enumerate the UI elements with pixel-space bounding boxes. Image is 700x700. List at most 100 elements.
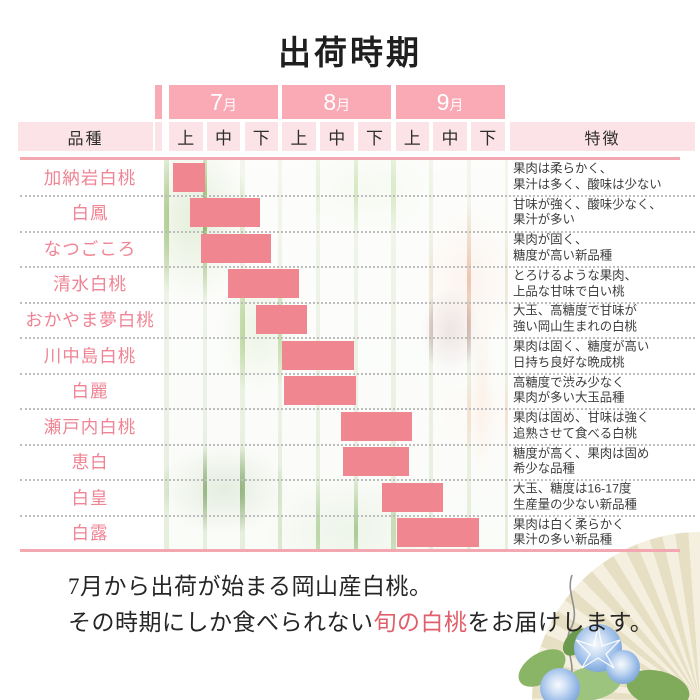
table-bottom-border: [20, 548, 680, 552]
morning-glory-decoration: [518, 574, 690, 700]
vine-icon: [566, 574, 576, 681]
shipping-period-bar: [342, 447, 409, 477]
page-title: 出荷時期: [278, 36, 422, 72]
feature-line: 追熟させて食べる白桃: [513, 426, 637, 441]
decade-header-上-2: 上: [395, 122, 429, 151]
row-separator: [20, 408, 695, 411]
shipping-period-bar: [172, 162, 205, 192]
row-separator: [20, 337, 695, 340]
feature-line: 果汁の多い新品種: [513, 532, 613, 547]
row-separator: [20, 443, 695, 446]
decade-header-下-1: 下: [357, 122, 392, 151]
shipping-period-bar: [227, 269, 300, 299]
row-separator: [20, 479, 695, 482]
variety-name: 加納岩白桃: [43, 167, 137, 188]
feature-text: 高糖度で渋み少なく 果肉が多い大玉品種: [513, 375, 695, 406]
shipping-period-bar: [284, 376, 356, 406]
month-unit: 月: [222, 96, 237, 113]
variety-name: 白露: [71, 523, 109, 544]
shipping-period-bar: [382, 482, 443, 512]
footer-line2: その時期にしか食べられない旬の白桃をお届けします。: [68, 605, 653, 641]
variety-name: なつごころ: [43, 238, 137, 259]
feature-line: 果肉は固く、糖度が高い: [513, 339, 650, 354]
feature-text: 甘味が強く、酸味少なく、 果汁が多い: [513, 197, 695, 228]
decade-header-上-1: 上: [282, 122, 316, 151]
month-unit: 月: [449, 96, 464, 113]
decade-header-中-1: 中: [320, 122, 354, 151]
decade-header-中-0: 中: [206, 122, 241, 151]
feature-column-header: 特徴: [510, 122, 695, 151]
feature-line: 大玉、糖度は16-17度: [513, 481, 632, 496]
feature-text: 果肉は固め、甘味は強く 追熟させて食べる白桃: [513, 411, 695, 442]
variety-name: 白皇: [71, 487, 109, 508]
feature-line: 生産量の少ない新品種: [513, 497, 637, 512]
month-number: 7: [210, 88, 223, 115]
variety-name: 恵白: [71, 452, 109, 473]
feature-line: 糖度が高い新品種: [513, 248, 613, 263]
footer-line2-pre: その時期にしか食べられない: [68, 610, 374, 635]
decade-header-下-0: 下: [244, 122, 278, 151]
feature-text: とろけるような果肉、 上品な甘味で白い桃: [513, 268, 695, 299]
decade-header-下-2: 下: [471, 122, 505, 151]
feature-line: 果肉が多い大玉品種: [513, 390, 625, 405]
variety-name: 川中島白桃: [43, 345, 137, 366]
feature-line: 高糖度で渋み少なく: [513, 374, 625, 389]
feature-line: 強い岡山生まれの白桃: [513, 319, 637, 334]
feature-line: 日持ち良好な晩成桃: [513, 355, 625, 370]
column-stripe: [471, 159, 505, 550]
feature-line: 果肉は固め、甘味は強く: [513, 410, 650, 425]
row-separator: [20, 515, 695, 517]
table-top-border: [20, 156, 680, 160]
variety-name: 清水白桃: [53, 274, 127, 295]
feature-text: 大玉、高糖度で甘味が 強い岡山生まれの白桃: [513, 304, 695, 335]
month-row-edge-cell: [155, 85, 162, 119]
footer-caption: 7月から出荷が始まる岡山産白桃。 その時期にしか食べられない旬の白桃をお届けしま…: [68, 569, 653, 641]
feature-line: 果肉は白く柔らかく: [513, 517, 625, 532]
shipping-period-bar: [282, 340, 354, 370]
shipping-period-bar: [255, 304, 307, 334]
variety-name: 白鳳: [71, 203, 109, 224]
footer-line1: 7月から出荷が始まる岡山産白桃。: [68, 574, 433, 599]
feature-line: 糖度が高く、果肉は固め: [513, 446, 650, 461]
feature-text: 果肉は柔らかく、 果汁は多く、酸味は少ない: [513, 162, 695, 193]
month-number: 9: [436, 88, 450, 115]
shipping-period-bar: [201, 233, 271, 263]
decade-header-中-2: 中: [433, 122, 467, 151]
feature-line: 上品な甘味で白い桃: [513, 283, 625, 298]
footer-line2-highlight: 旬の白桃: [373, 610, 468, 635]
shipping-period-bar: [397, 518, 479, 548]
variety-name: おかやま夢白桃: [25, 309, 155, 330]
feature-line: 果肉が固く、: [513, 232, 588, 247]
variety-name: 瀬戸内白桃: [43, 416, 137, 437]
feature-line: 果肉は柔らかく、: [513, 161, 613, 176]
row-separator: [20, 195, 695, 198]
variety-column-header: 品種: [18, 122, 153, 151]
footer-line2-post: をお届けします。: [467, 610, 654, 635]
shipping-period-bar: [189, 198, 260, 228]
feature-text: 大玉、糖度は16-17度 生産量の少ない新品種: [513, 482, 695, 513]
feature-line: 果汁は多く、酸味は少ない: [513, 177, 662, 192]
feature-line: 希少な品種: [513, 461, 575, 476]
row-separator: [20, 230, 695, 233]
decade-header-上-0: 上: [169, 122, 203, 151]
month-number: 8: [323, 88, 337, 115]
row-separator: [20, 372, 695, 375]
row-separator: [20, 301, 695, 304]
feature-text: 果肉は固く、糖度が高い 日持ち良好な晩成桃: [513, 339, 695, 370]
row-separator: [20, 266, 695, 269]
variety-name: 白麗: [71, 381, 109, 402]
feature-text: 果肉が固く、 糖度が高い新品種: [513, 233, 695, 264]
subheader-row-edge-cell: [155, 122, 162, 151]
feature-line: 果汁が多い: [513, 212, 575, 227]
feature-text: 果肉は白く柔らかく 果汁の多い新品種: [513, 517, 695, 548]
feature-line: 大玉、高糖度で甘味が: [513, 303, 637, 318]
feature-line: 甘味が強く、酸味少なく、: [513, 197, 662, 212]
month-unit: 月: [336, 96, 351, 113]
feature-line: とろけるような果肉、: [513, 268, 637, 283]
feature-text: 糖度が高く、果肉は固め 希少な品種: [513, 446, 695, 477]
morning-glory-flowers-icon: [540, 624, 640, 700]
